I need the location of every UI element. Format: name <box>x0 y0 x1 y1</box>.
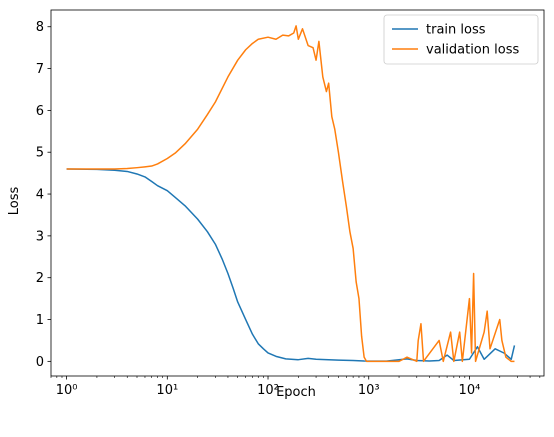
x-tick-label: 10⁴ <box>459 383 481 398</box>
plot-area <box>50 9 545 377</box>
legend-box <box>383 14 539 65</box>
y-tick-label: 1 <box>36 313 44 328</box>
x-tick-label: 10² <box>257 383 279 398</box>
y-tick-label: 0 <box>36 355 44 370</box>
legend: train loss validation loss <box>383 14 539 65</box>
y-tick-label: 6 <box>36 104 44 119</box>
axes-frame <box>50 9 545 377</box>
y-tick-label: 5 <box>36 146 44 161</box>
y-tick-label: 3 <box>36 229 44 244</box>
series-line-1 <box>66 25 515 363</box>
x-tick-label: 10¹ <box>156 383 178 398</box>
y-tick-label: 4 <box>36 188 44 203</box>
x-axis-ticks: 10⁰ 10¹ 10² 10³ 10⁴ <box>50 376 541 398</box>
y-tick-label: 2 <box>36 271 44 286</box>
legend-label-1: validation loss <box>426 43 519 58</box>
series-line-0 <box>66 168 516 362</box>
legend-label-0: train loss <box>426 23 486 38</box>
y-axis-label: Loss <box>7 187 22 216</box>
x-tick-label: 10³ <box>358 383 380 398</box>
y-tick-label: 8 <box>36 20 44 35</box>
x-tick-label: 10⁰ <box>56 383 78 398</box>
y-tick-label: 7 <box>36 62 44 77</box>
x-axis-label: Epoch <box>276 385 316 400</box>
y-axis-ticks: 0 1 2 3 4 5 6 7 8 <box>36 20 51 370</box>
